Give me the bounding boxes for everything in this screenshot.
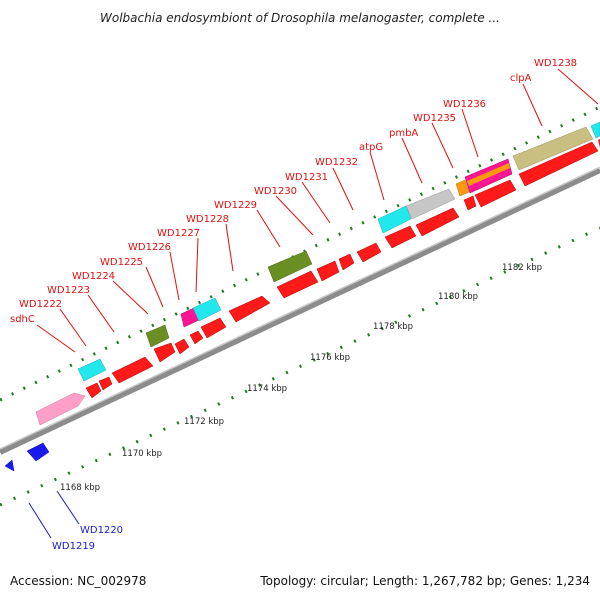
gene-label-wd1222[interactable]: WD1222 (19, 299, 62, 310)
reverse-gene-features (4, 442, 50, 472)
tick-label-1174: 1174 kbp (247, 384, 287, 394)
gene-label-wd1235[interactable]: WD1235 (413, 113, 456, 124)
gene-feature-pmbA-red[interactable] (415, 207, 460, 237)
tick-label-1180: 1180 kbp (438, 292, 478, 302)
gene-label-wd1224[interactable]: WD1224 (72, 271, 115, 282)
gene-label-wd1226[interactable]: WD1226 (128, 242, 171, 253)
gene-feature-wd1222[interactable] (85, 382, 102, 399)
gene-label-wd1228[interactable]: WD1228 (186, 214, 229, 225)
gene-feature-wd1231[interactable] (276, 270, 319, 299)
gene-label-wd1227[interactable]: WD1227 (157, 228, 200, 239)
gene-label-sdhC[interactable]: sdhC (10, 314, 35, 325)
middle-dot-guide (0, 226, 600, 507)
gene-label-wd1220[interactable]: WD1220 (80, 525, 123, 536)
gene-feature-small-red-a[interactable] (189, 330, 204, 345)
genome-title: Wolbachia endosymbiont of Drosophila mel… (100, 11, 500, 25)
gene-feature-wd1219[interactable] (4, 459, 15, 472)
accession-text: Accession: NC_002978 (10, 574, 146, 588)
gene-feature-pmbA[interactable] (405, 188, 456, 220)
gene-feature-atpG-red[interactable] (384, 225, 417, 249)
gene-label-clpA[interactable]: clpA (510, 73, 532, 84)
gene-label-wd1225[interactable]: WD1225 (100, 257, 143, 268)
gene-feature-wd1236-stripe (467, 163, 510, 186)
gene-label-wd1236[interactable]: WD1236 (443, 99, 486, 110)
gene-feature-wd1236-red[interactable] (463, 195, 477, 211)
gene-feature-wd1235[interactable] (455, 179, 470, 197)
gene-feature-clpA[interactable] (512, 126, 594, 171)
gene-feature-wd1232-b[interactable] (338, 253, 355, 271)
gene-feature-wd1232-c[interactable] (356, 242, 382, 263)
gene-feature-wd1228[interactable] (192, 297, 222, 322)
gene-features (35, 121, 600, 426)
tick-label-1176: 1176 kbp (310, 353, 350, 363)
gene-label-wd1223[interactable]: WD1223 (47, 285, 90, 296)
gene-label-wd1219[interactable]: WD1219 (52, 541, 95, 552)
scale-dots (0, 105, 600, 507)
gene-feature-wd1223[interactable] (98, 376, 113, 391)
tick-label-1170: 1170 kbp (122, 449, 162, 459)
gene-feature-wd1238[interactable] (590, 121, 600, 139)
gene-feature-wd1224[interactable] (111, 356, 154, 384)
gene-label-wd1238[interactable]: WD1238 (534, 58, 577, 69)
gene-feature-sdhC[interactable] (77, 358, 107, 382)
gene-feature-wd1230[interactable] (267, 250, 313, 283)
gene-label-atpG[interactable]: atpG (359, 142, 383, 153)
genome-summary-text: Topology: circular; Length: 1,267,782 bp… (259, 574, 590, 588)
gene-feature-pink[interactable] (35, 392, 86, 426)
sequence-backbone (0, 166, 600, 455)
tick-label-1172: 1172 kbp (184, 417, 224, 427)
gene-feature-wd1226[interactable] (153, 342, 176, 363)
gene-label-wd1230[interactable]: WD1230 (254, 186, 297, 197)
gene-feature-wd1227[interactable] (174, 338, 190, 355)
gene-feature-wd1225[interactable] (145, 324, 170, 348)
gene-feature-wd1232-a[interactable] (316, 260, 340, 282)
gene-label-pmbA[interactable]: pmbA (389, 128, 418, 139)
gene-feature-wd1229[interactable] (228, 295, 271, 323)
tick-label-1178: 1178 kbp (373, 322, 413, 332)
gene-label-wd1231[interactable]: WD1231 (285, 172, 328, 183)
tick-label-1168: 1168 kbp (60, 483, 100, 493)
gene-feature-wd1220[interactable] (26, 442, 50, 462)
gene-feature-atpG[interactable] (377, 205, 412, 234)
label-leaders (28, 68, 599, 539)
gene-label-wd1229[interactable]: WD1229 (214, 200, 257, 211)
reverse-gene-labels: WD1219 WD1220 (52, 525, 123, 552)
gene-label-wd1232[interactable]: WD1232 (315, 157, 358, 168)
gene-feature-small-red-b[interactable] (200, 317, 227, 339)
scale-tick-labels: 1168 kbp 1170 kbp 1172 kbp 1174 kbp 1176… (60, 263, 542, 493)
gene-feature-clpA-red[interactable] (518, 141, 599, 187)
tick-label-1182: 1182 kbp (502, 263, 542, 273)
gene-labels: sdhC WD1222 WD1223 WD1224 WD1225 WD1226 … (10, 58, 577, 325)
gene-feature-wd1236-red-b[interactable] (474, 179, 517, 208)
